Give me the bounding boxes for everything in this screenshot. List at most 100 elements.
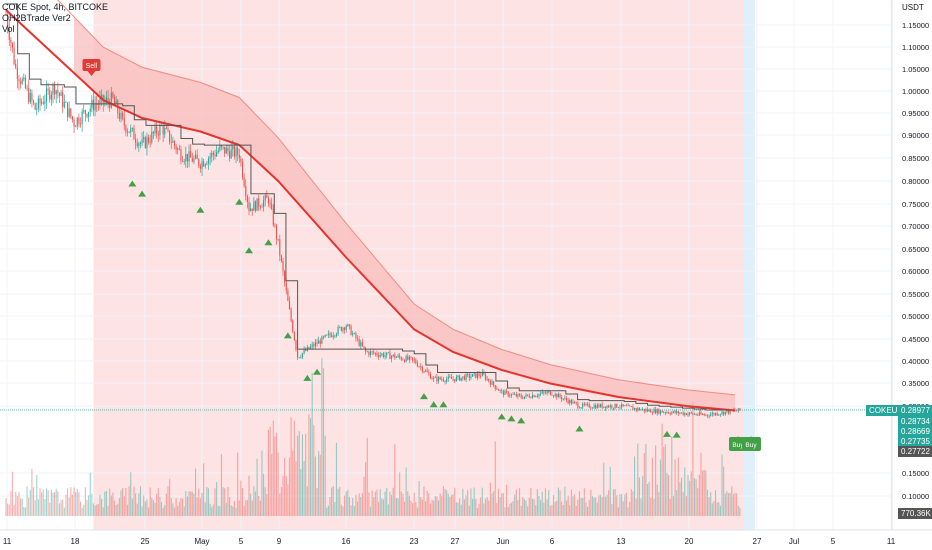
indicator-title[interactable]: OH2BTrade Ver2 <box>2 13 71 23</box>
candle-body <box>664 412 666 414</box>
price-level-tag-2: 0.28734 <box>898 416 932 427</box>
candle-body <box>698 412 700 415</box>
candle-body <box>235 147 237 157</box>
volume-bar <box>287 484 289 516</box>
candle-body <box>156 126 158 134</box>
volume-bar <box>425 501 427 516</box>
volume-bar <box>21 498 23 516</box>
candle-body <box>105 97 108 102</box>
volume-bar <box>10 490 12 516</box>
candle-body <box>706 414 709 416</box>
volume-bar <box>540 500 542 516</box>
volume-bar <box>165 493 167 516</box>
time-axis[interactable]: 11 18 25 May 5 9 16 23 27 Jun 6 13 20 27 Jul 5 11 <box>0 529 932 546</box>
volume-bar <box>104 491 106 516</box>
price-level-tag-3: 0.28669 <box>898 426 932 437</box>
volume-bar <box>724 493 726 516</box>
volume-bar <box>679 482 681 516</box>
volume-bar <box>102 507 104 516</box>
volume-bar <box>496 502 498 516</box>
candle-body <box>515 394 517 397</box>
volume-bar <box>570 489 572 516</box>
volume-bar <box>58 503 61 516</box>
volume-bar <box>426 490 428 516</box>
volume-bar <box>75 491 77 516</box>
candle-body <box>26 87 28 89</box>
volume-bar <box>467 490 469 516</box>
candle-body <box>11 43 14 48</box>
price-tick-label: 0.60000 <box>902 267 929 276</box>
candle-body <box>687 413 689 416</box>
upper-band-line <box>57 0 736 396</box>
volume-bar <box>8 504 10 516</box>
volume-bar <box>625 492 628 516</box>
volume-bar <box>159 496 161 516</box>
volume-bar <box>32 487 35 516</box>
volume-bar <box>541 491 543 516</box>
candle-body <box>387 352 389 354</box>
volume-bar <box>149 487 151 516</box>
buy-signal-marker <box>742 437 761 451</box>
time-tick-label: May <box>194 537 209 546</box>
candle-body <box>565 397 568 401</box>
candle-body <box>578 407 581 409</box>
volume-bar <box>395 498 397 516</box>
buy-triangle-marker <box>283 332 292 339</box>
volume-bar <box>79 501 82 516</box>
volume-bar <box>732 494 734 516</box>
volume-bar <box>222 487 224 516</box>
candle-body <box>402 359 404 361</box>
volume-bar <box>293 420 295 516</box>
volume-bar <box>718 502 720 516</box>
price-tick-label: 0.65000 <box>902 245 929 254</box>
candle-body <box>79 123 82 125</box>
candle-body <box>616 403 618 408</box>
candle-body <box>188 151 190 162</box>
candle-body <box>541 392 543 394</box>
volume-bar <box>437 500 440 516</box>
candle-body <box>729 409 731 414</box>
volume-title[interactable]: Vol <box>2 24 15 34</box>
volume-bar <box>101 498 103 516</box>
volume-bar <box>136 503 138 516</box>
symbol-title[interactable]: COKE Spot, 4h, BITCOKE <box>2 2 109 12</box>
volume-bar <box>225 502 227 516</box>
candle-body <box>439 377 441 380</box>
candle-body <box>211 152 213 157</box>
buy-triangle-marker <box>235 198 244 205</box>
price-axis[interactable]: 1.15000 1.10000 1.05000 1.00000 0.95000 0.900… <box>891 0 929 530</box>
volume-bar <box>450 494 453 516</box>
volume-bar <box>170 498 172 516</box>
candle-body <box>635 408 637 410</box>
candle-body <box>178 148 180 150</box>
volume-bar <box>494 441 496 516</box>
candle-body <box>459 375 461 381</box>
volume-bar <box>254 491 257 516</box>
volume-bar <box>125 488 127 516</box>
candle-body <box>224 146 226 154</box>
volume-bar <box>199 498 201 516</box>
candle-body <box>7 14 9 29</box>
volume-bar <box>96 504 98 516</box>
candle-body <box>368 351 370 355</box>
candle-body <box>73 119 75 127</box>
volume-bar <box>502 493 504 516</box>
sell-signal-pointer <box>87 71 96 76</box>
volume-bar <box>164 505 166 516</box>
candle-body <box>122 112 124 118</box>
volume-bar <box>386 487 388 516</box>
volume-bar <box>606 494 608 516</box>
candle-body <box>96 104 98 105</box>
candle-body <box>263 200 265 207</box>
candle-body <box>68 108 70 117</box>
volume-bar <box>109 488 111 516</box>
candle-body <box>588 403 590 408</box>
candle-body <box>577 403 579 408</box>
candle-body <box>358 338 360 346</box>
volume-bar <box>139 486 142 516</box>
volume-bar <box>326 507 328 516</box>
volume-bar <box>530 488 532 516</box>
buy-triangle-marker <box>662 430 671 437</box>
candle-body <box>627 405 629 407</box>
